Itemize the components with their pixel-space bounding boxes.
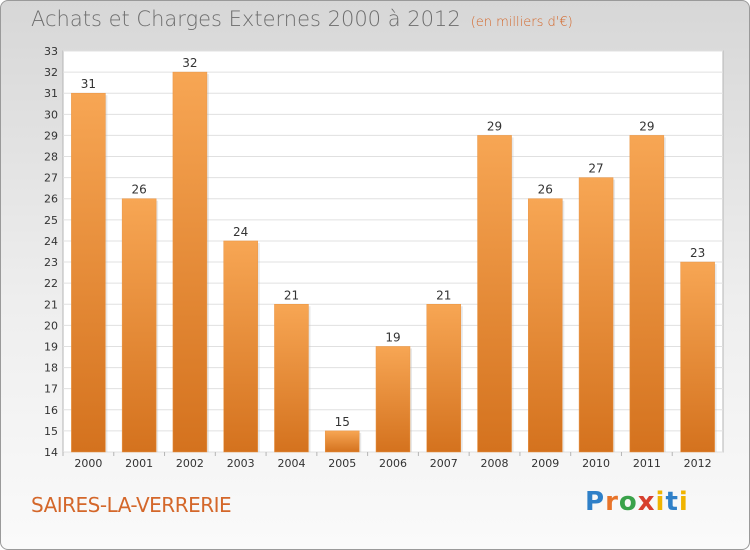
bar <box>324 430 360 453</box>
y-tick-label: 28 <box>44 151 58 164</box>
bar <box>629 135 665 453</box>
x-tick-label: 2003 <box>227 457 255 470</box>
x-tick-label: 2001 <box>125 457 153 470</box>
y-tick-label: 17 <box>44 383 58 396</box>
y-tick-label: 33 <box>44 45 58 58</box>
bar <box>274 304 309 453</box>
bar <box>528 198 563 453</box>
y-tick-label: 22 <box>44 277 58 290</box>
bar-value-label: 21 <box>436 288 451 302</box>
x-tick-label: 2008 <box>481 457 509 470</box>
y-tick-label: 18 <box>44 362 58 375</box>
x-tick-label: 2000 <box>74 457 102 470</box>
x-tick-label: 2006 <box>379 457 407 470</box>
y-tick-label: 29 <box>44 129 58 142</box>
bar <box>172 71 208 453</box>
bar-value-label: 15 <box>335 415 350 429</box>
bar <box>680 261 715 453</box>
chart-title: Achats et Charges Externes 2000 à 2012 (e… <box>31 7 573 31</box>
x-tick-label: 2009 <box>531 457 559 470</box>
bar-value-label: 19 <box>385 330 400 344</box>
x-tick-label: 2010 <box>582 457 610 470</box>
y-tick-label: 27 <box>44 172 58 185</box>
bar <box>477 135 512 453</box>
y-tick-label: 32 <box>44 66 58 79</box>
bar <box>121 198 157 453</box>
chart-title-text: Achats et Charges Externes 2000 à 2012 <box>31 7 461 31</box>
y-tick-label: 15 <box>44 425 58 438</box>
bar-value-label: 32 <box>182 56 197 70</box>
y-tick-label: 23 <box>44 256 58 269</box>
chart-subtitle: (en milliers d'€) <box>470 15 573 30</box>
bar-value-label: 29 <box>487 119 502 133</box>
bar-value-label: 27 <box>588 162 603 176</box>
bar-value-label: 26 <box>132 183 147 197</box>
y-tick-label: 31 <box>44 87 58 100</box>
y-tick-label: 25 <box>44 214 58 227</box>
y-tick-label: 20 <box>44 319 58 332</box>
x-tick-label: 2011 <box>633 457 661 470</box>
bar-value-label: 31 <box>81 77 96 91</box>
bar-value-label: 29 <box>639 119 654 133</box>
bar-value-label: 26 <box>538 183 553 197</box>
commune-name: SAIRES-LA-VERRERIE <box>31 493 232 517</box>
bar <box>375 346 411 453</box>
y-tick-label: 21 <box>44 298 58 311</box>
y-tick-label: 14 <box>44 446 58 459</box>
proxiti-logo: Proxiti <box>585 487 689 517</box>
bar <box>578 177 614 453</box>
bar-value-label: 24 <box>233 225 248 239</box>
bar <box>426 304 462 453</box>
x-tick-label: 2012 <box>684 457 712 470</box>
y-tick-label: 16 <box>44 404 58 417</box>
x-tick-label: 2004 <box>277 457 305 470</box>
x-tick-label: 2007 <box>430 457 458 470</box>
bar-value-label: 23 <box>690 246 705 260</box>
bar <box>223 240 258 453</box>
x-tick-label: 2005 <box>328 457 356 470</box>
bar-value-label: 21 <box>284 288 299 302</box>
x-tick-label: 2002 <box>176 457 204 470</box>
y-tick-label: 26 <box>44 193 58 206</box>
y-tick-label: 19 <box>44 340 58 353</box>
y-tick-label: 30 <box>44 108 58 121</box>
y-tick-label: 24 <box>44 235 58 248</box>
bar <box>71 92 106 453</box>
